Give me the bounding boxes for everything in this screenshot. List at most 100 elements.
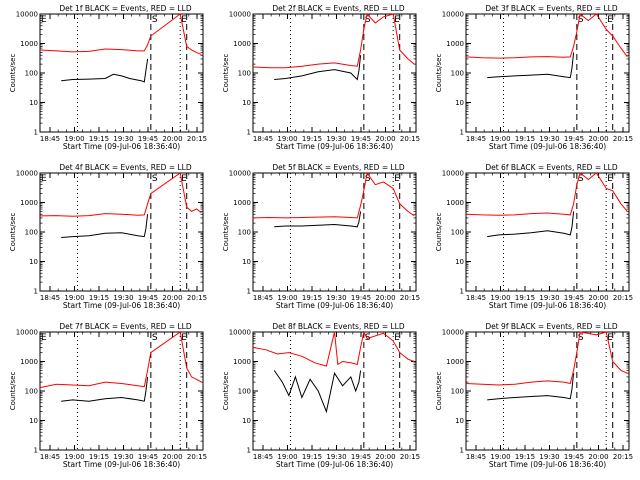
event-marker-label: E [41, 174, 47, 184]
x-axis-label: Start Time (09-Jul-06 18:36:40) [63, 142, 180, 151]
y-tick-label: 1000 [446, 358, 464, 366]
x-tick-label: 19:45 [138, 453, 158, 461]
x-tick-label: 20:15 [400, 294, 420, 302]
x-tick-label: 19:15 [515, 294, 535, 302]
x-tick-label: 18:45 [40, 453, 60, 461]
x-tick-label: 20:15 [400, 135, 420, 143]
x-tick-label: 19:45 [351, 135, 371, 143]
x-axis-label: Start Time (09-Jul-06 18:36:40) [489, 460, 606, 469]
x-tick-label: 19:00 [277, 135, 297, 143]
x-tick-label: 19:30 [539, 453, 559, 461]
x-tick-label: 20:00 [588, 294, 608, 302]
series-line-black [61, 376, 149, 402]
y-tick-label: 100 [25, 388, 38, 396]
y-axis-label: Counts/sec [9, 54, 17, 93]
event-marker-label: E [181, 174, 187, 184]
x-tick-label: 20:15 [613, 135, 633, 143]
y-tick-label: 1000 [233, 199, 251, 207]
series-line-black [274, 211, 362, 228]
x-tick-label: 18:45 [253, 135, 273, 143]
x-tick-label: 19:45 [138, 294, 158, 302]
x-axis-label: Start Time (09-Jul-06 18:36:40) [276, 301, 393, 310]
y-tick-label: 100 [451, 70, 464, 78]
x-tick-label: 19:00 [64, 453, 84, 461]
y-tick-label: 10 [29, 99, 38, 107]
x-tick-label: 20:15 [187, 135, 207, 143]
x-tick-label: 19:00 [64, 135, 84, 143]
chart-title: Det 3f BLACK = Events, RED = LLD [485, 4, 618, 13]
event-marker-label: S [578, 174, 584, 184]
y-tick-label: 1000 [20, 40, 38, 48]
x-tick-label: 19:45 [564, 135, 584, 143]
series-line-red [465, 13, 628, 59]
event-marker-label: S [152, 15, 158, 25]
series-line-black [274, 55, 362, 81]
chart-title: Det 7f BLACK = Events, RED = LLD [59, 322, 192, 331]
x-tick-label: 20:15 [400, 453, 420, 461]
x-tick-label: 20:15 [187, 294, 207, 302]
event-marker-label: E [607, 333, 613, 343]
y-tick-label: 1 [34, 129, 38, 137]
x-tick-label: 19:30 [326, 453, 346, 461]
x-tick-label: 19:45 [564, 453, 584, 461]
x-tick-label: 19:30 [326, 294, 346, 302]
series-line-black [487, 211, 575, 238]
series-line-black [487, 52, 575, 79]
chart-panel-3: Det 3f BLACK = Events, RED = LLD 1 10 100 10… [435, 4, 633, 151]
y-tick-label: 1 [247, 129, 251, 137]
x-tick-label: 19:30 [326, 135, 346, 143]
y-tick-label: 10000 [16, 329, 38, 337]
y-axis-label: Counts/sec [435, 213, 443, 252]
y-tick-label: 1000 [233, 40, 251, 48]
y-axis-label: Counts/sec [222, 213, 230, 252]
x-tick-label: 18:45 [253, 294, 273, 302]
x-tick-label: 19:45 [351, 294, 371, 302]
series-line-red [39, 172, 202, 217]
event-marker-label: E [394, 174, 400, 184]
x-tick-label: 19:00 [277, 294, 297, 302]
y-axis-label: Counts/sec [222, 54, 230, 93]
y-tick-label: 10000 [442, 170, 464, 178]
x-tick-label: 20:00 [375, 135, 395, 143]
y-tick-label: 10 [242, 99, 251, 107]
plot-frame [465, 331, 630, 451]
x-tick-label: 19:15 [89, 135, 109, 143]
x-tick-label: 20:15 [613, 453, 633, 461]
x-tick-label: 18:45 [466, 453, 486, 461]
y-tick-label: 10 [455, 258, 464, 266]
y-axis-label: Counts/sec [435, 372, 443, 411]
chart-title: Det 2f BLACK = Events, RED = LLD [272, 4, 405, 13]
y-tick-label: 1000 [446, 40, 464, 48]
event-marker-label: S [152, 174, 158, 184]
y-tick-label: 10000 [16, 170, 38, 178]
x-tick-label: 20:00 [162, 453, 182, 461]
plot-frame [252, 172, 417, 292]
y-axis-label: Counts/sec [222, 372, 230, 411]
x-tick-label: 20:00 [588, 135, 608, 143]
x-tick-label: 20:15 [187, 453, 207, 461]
x-tick-label: 18:45 [40, 294, 60, 302]
y-tick-label: 10 [455, 417, 464, 425]
plot-frame [39, 172, 204, 292]
chart-title: Det 9f BLACK = Events, RED = LLD [485, 322, 618, 331]
x-tick-label: 19:00 [490, 453, 510, 461]
y-tick-label: 1000 [20, 199, 38, 207]
y-tick-label: 100 [451, 388, 464, 396]
y-tick-label: 1 [460, 447, 464, 455]
chart-panel-5: Det 5f BLACK = Events, RED = LLD 1 10 100 10… [222, 163, 420, 310]
chart-panel-9: Det 9f BLACK = Events, RED = LLD 1 10 100 10… [435, 322, 633, 469]
event-marker-label: E [394, 15, 400, 25]
x-tick-label: 19:15 [89, 453, 109, 461]
event-marker-label: S [578, 15, 584, 25]
chart-title: Det 4f BLACK = Events, RED = LLD [59, 163, 192, 172]
y-tick-label: 1 [247, 288, 251, 296]
x-tick-label: 19:15 [89, 294, 109, 302]
x-tick-label: 18:45 [40, 135, 60, 143]
x-axis-label: Start Time (09-Jul-06 18:36:40) [276, 142, 393, 151]
y-tick-label: 100 [25, 229, 38, 237]
x-tick-label: 19:30 [113, 294, 133, 302]
event-marker-label: E [181, 15, 187, 25]
y-tick-label: 10000 [442, 11, 464, 19]
series-line-black [61, 214, 149, 238]
